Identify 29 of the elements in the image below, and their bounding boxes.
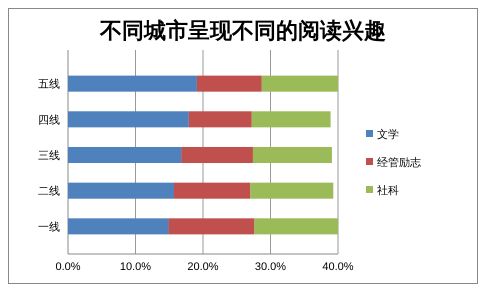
bar <box>262 76 338 92</box>
x-tick-label: 0.0% <box>55 261 81 273</box>
bar <box>68 182 174 199</box>
y-tick-label: 二线 <box>38 184 60 198</box>
y-tick-label: 一线 <box>38 220 60 234</box>
chart-title: 不同城市呈现不同的阅读兴趣 <box>99 18 386 43</box>
y-tick-label: 三线 <box>38 149 60 162</box>
legend-label: 经管励志 <box>377 156 421 169</box>
bar <box>250 182 334 199</box>
bar <box>68 146 182 164</box>
bar <box>196 76 262 92</box>
bar <box>181 146 253 164</box>
y-tick-label: 四线 <box>38 113 60 126</box>
legend-label: 社科 <box>377 184 399 197</box>
x-tick-label: 10.0% <box>120 261 152 273</box>
bar <box>68 76 197 92</box>
y-tick-label: 五线 <box>38 78 60 91</box>
bar <box>68 218 169 234</box>
bar <box>188 111 252 128</box>
x-tick-label: 30.0% <box>254 261 286 273</box>
bar <box>68 111 189 128</box>
bar <box>254 218 338 234</box>
bar <box>252 111 331 128</box>
bar <box>252 146 332 164</box>
legend-label: 文学 <box>377 128 399 141</box>
x-tick-label: 20.0% <box>187 261 219 273</box>
bar <box>174 182 250 199</box>
bar <box>168 218 254 234</box>
x-tick-label: 40.0% <box>322 261 354 273</box>
